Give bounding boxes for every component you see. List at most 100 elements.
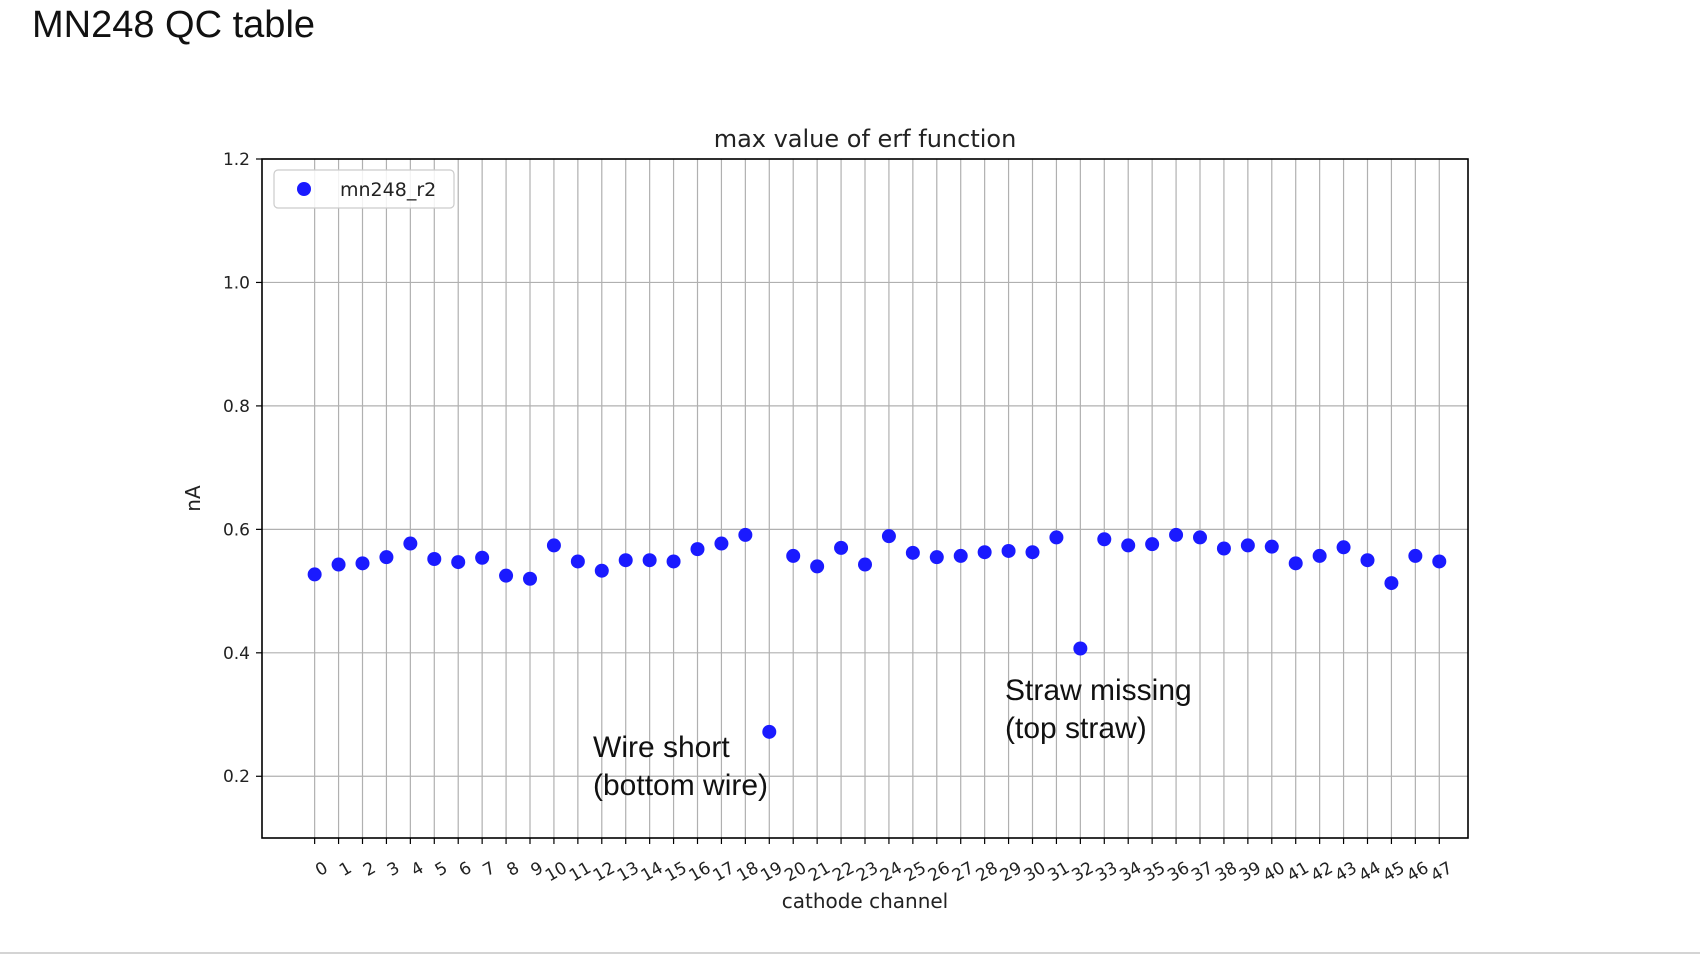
data-point [1145,537,1160,552]
y-axis-label: nA [181,485,205,512]
x-tick-label: 19 [757,858,786,886]
annotation-line: Straw missing [1005,674,1192,707]
data-point [953,548,968,563]
data-point [1336,540,1351,555]
x-axis-ticks: 0 1 2 3 4 5 6 7 8 9101112131415161718192021222324… [312,838,1456,886]
x-tick-label: 15 [662,858,691,886]
data-point [1264,539,1279,554]
x-axis-label: cathode channel [782,889,949,913]
data-point [762,724,777,739]
data-point [929,550,944,565]
x-tick-label: 45 [1380,858,1409,886]
data-point [738,527,753,542]
annotation-line: (bottom wire) [593,769,768,802]
data-point [307,567,322,582]
x-tick-label: 28 [973,858,1002,886]
data-point [403,536,418,551]
x-tick-label: 0 [312,858,331,881]
x-tick-label: 37 [1188,858,1217,886]
data-point [905,545,920,560]
data-point [1216,541,1231,556]
x-tick-label: 27 [949,858,978,886]
annotation-straw-missing: Straw missing (top straw) [1005,674,1200,745]
data-point [1097,532,1112,547]
data-point [881,529,896,544]
y-tick-label: 0.8 [223,397,250,417]
data-point [642,553,657,568]
x-tick-label: 2 [360,858,379,881]
data-point [618,553,633,568]
data-point [1360,553,1375,568]
data-point [570,554,585,569]
x-tick-label: 32 [1068,858,1097,886]
x-tick-label: 24 [877,858,906,886]
x-tick-label: 1 [336,858,355,881]
x-tick-label: 35 [1140,858,1169,886]
x-tick-label: 23 [853,858,882,886]
data-point [1193,530,1207,545]
x-tick-label: 20 [781,858,810,886]
annotation-line: (top straw) [1005,712,1147,745]
data-point [1288,556,1303,571]
x-tick-label: 47 [1427,858,1456,886]
x-tick-label: 44 [1356,858,1385,886]
annotation-wire-short: Wire short (bottom wire) [593,731,768,802]
x-tick-label: 16 [686,858,715,886]
data-point [475,550,490,565]
x-tick-label: 29 [997,858,1026,886]
data-point [858,557,872,572]
x-tick-label: 4 [408,858,427,881]
data-point [379,550,394,565]
data-point [1240,538,1255,553]
x-tick-label: 7 [480,858,499,881]
x-tick-label: 11 [566,858,595,886]
data-point [977,545,992,560]
data-point [331,557,346,572]
data-point [451,555,466,570]
legend-marker [297,182,311,196]
x-tick-label: 39 [1236,858,1265,886]
slide-bottom-rule [0,952,1700,954]
x-tick-label: 13 [614,858,643,886]
data-point [546,538,561,553]
data-point [1169,527,1184,542]
x-tick-label: 22 [829,858,858,886]
x-tick-label: 3 [384,858,403,881]
grid-lines [262,158,1468,838]
data-point [1049,530,1064,545]
data-point [1432,554,1447,569]
y-tick-label: 1.0 [223,273,250,293]
legend-label: mn248_r2 [340,179,436,201]
annotation-line: Wire short [593,731,730,764]
data-point [810,559,825,574]
x-tick-label: 40 [1260,858,1289,886]
data-point [1001,543,1016,558]
y-tick-label: 0.6 [223,520,250,540]
data-point [786,548,801,563]
data-point [690,542,705,557]
data-point [1408,548,1423,563]
legend: mn248_r2 [273,169,455,209]
data-point [355,556,370,571]
data-point [523,571,537,586]
x-tick-label: 18 [733,858,762,886]
x-tick-label: 34 [1116,858,1145,886]
x-tick-label: 10 [542,858,571,886]
legend-box [273,169,455,209]
x-tick-label: 25 [901,858,930,886]
x-tick-label: 46 [1403,858,1432,886]
x-tick-label: 14 [638,858,667,886]
x-tick-label: 36 [1164,858,1193,886]
x-tick-label: 31 [1045,858,1074,886]
x-tick-label: 26 [925,858,954,886]
data-point [427,551,442,566]
data-point [1121,538,1136,553]
y-tick-label: 1.2 [223,150,250,170]
x-tick-label: 17 [710,858,739,886]
data-point [1073,641,1088,656]
x-tick-label: 41 [1284,858,1313,886]
x-tick-label: 8 [504,858,523,881]
slide-title: MN248 QC table [32,4,316,46]
x-tick-label: 6 [456,858,475,881]
